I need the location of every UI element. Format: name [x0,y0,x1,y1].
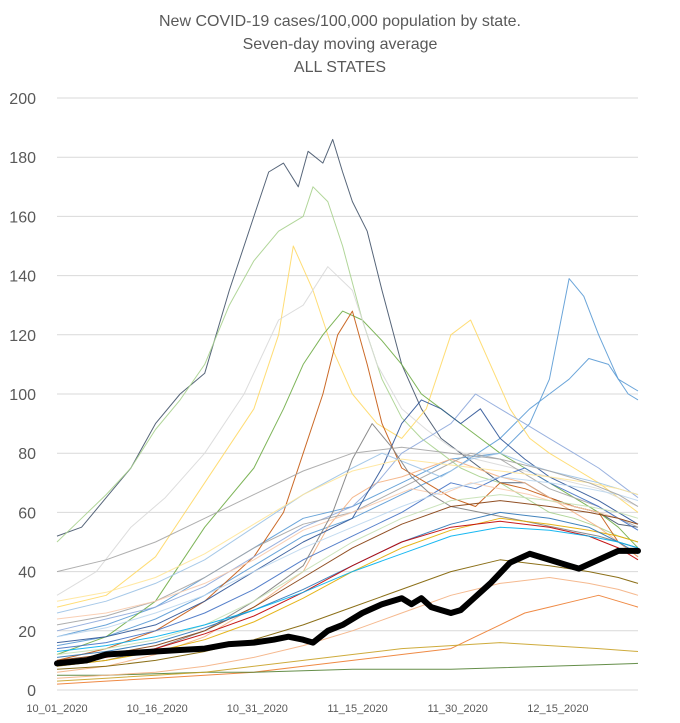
chart-title-line-1: New COVID-19 cases/100,000 population by… [159,13,521,30]
y-tick-label: 0 [27,683,36,700]
series-line [56,452,639,614]
y-tick-label: 180 [9,150,36,167]
y-tick-label: 120 [9,328,36,345]
series-line [56,494,639,655]
average-series-line [54,547,641,667]
x-axis-ticks: 10_01_2020 10_16_2020 10_31_2020 11_15_2020… [26,703,588,715]
series-line [56,476,639,638]
x-tick-label: 10_01_2020 [26,703,87,715]
series-line [56,266,639,596]
chart-title-line-3: ALL STATES [294,59,386,76]
series-line [56,245,639,608]
y-tick-label: 20 [18,624,36,641]
highlight-series [54,547,641,667]
series-line [56,452,639,626]
series-line [56,310,639,655]
series-line [56,310,639,661]
series-line [56,393,639,632]
series-line [56,517,639,667]
chart-title-line-2: Seven-day moving average [243,36,438,53]
series-line [56,399,639,644]
series-line [56,526,639,652]
series-line [56,423,639,667]
y-tick-label: 140 [9,269,36,286]
series-line [56,467,639,650]
y-tick-label: 100 [9,387,36,404]
y-tick-label: 60 [18,505,36,522]
y-tick-label: 80 [18,446,36,463]
y-axis-ticks: 0 20 40 60 80 100 120 140 160 180 200 [9,91,36,700]
series-line [56,511,639,658]
series-line [56,500,639,661]
series-line [56,278,639,638]
x-tick-label: 12_15_2020 [527,703,588,715]
x-tick-label: 10_16_2020 [127,703,188,715]
series-line [57,662,639,676]
y-tick-label: 200 [9,91,36,108]
y-tick-label: 40 [18,565,36,582]
series-line [56,642,639,682]
series-line [56,577,639,679]
series-line [56,458,639,602]
series-line [56,138,639,537]
series-line [56,482,639,620]
state-series [56,138,639,685]
x-tick-label: 10_31_2020 [227,703,288,715]
y-tick-label: 160 [9,209,36,226]
series-line [56,559,639,670]
series-line [56,594,639,685]
x-tick-label: 11_15_2020 [327,703,387,715]
x-tick-label: 11_30_2020 [428,703,488,715]
series-line [56,446,639,573]
series-line [56,358,639,647]
